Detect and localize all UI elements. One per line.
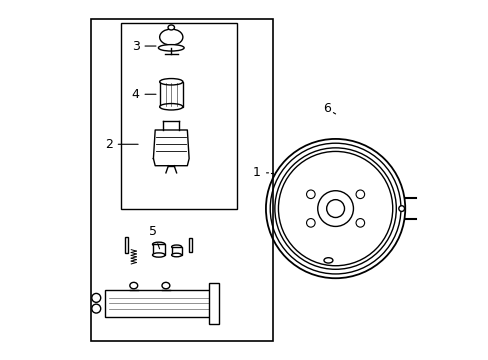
Bar <box>189 238 192 252</box>
Ellipse shape <box>158 45 184 51</box>
Circle shape <box>317 191 353 226</box>
Circle shape <box>306 190 314 199</box>
Ellipse shape <box>324 258 332 263</box>
Ellipse shape <box>92 293 101 302</box>
Ellipse shape <box>162 282 169 289</box>
Text: 4: 4 <box>131 88 156 101</box>
Ellipse shape <box>168 25 174 30</box>
Text: 2: 2 <box>104 138 138 151</box>
Ellipse shape <box>171 253 181 257</box>
Bar <box>171 247 181 255</box>
Circle shape <box>355 190 364 199</box>
Bar <box>124 237 127 253</box>
Bar <box>152 244 164 255</box>
Text: 1: 1 <box>253 166 268 179</box>
Ellipse shape <box>160 104 183 110</box>
Ellipse shape <box>160 78 183 85</box>
Circle shape <box>398 206 404 211</box>
Ellipse shape <box>171 245 181 249</box>
Ellipse shape <box>152 242 164 247</box>
Text: 5: 5 <box>149 225 159 249</box>
Polygon shape <box>153 130 189 166</box>
Circle shape <box>306 219 314 227</box>
Bar <box>105 290 212 317</box>
Bar <box>121 23 237 208</box>
Bar <box>208 283 219 324</box>
Text: 6: 6 <box>322 102 335 115</box>
Ellipse shape <box>130 282 138 289</box>
Circle shape <box>326 200 344 217</box>
Text: 3: 3 <box>131 40 156 53</box>
Ellipse shape <box>152 253 164 257</box>
Bar <box>160 82 183 107</box>
Circle shape <box>355 219 364 227</box>
Ellipse shape <box>92 304 101 313</box>
Bar <box>91 19 272 341</box>
Ellipse shape <box>160 29 183 45</box>
